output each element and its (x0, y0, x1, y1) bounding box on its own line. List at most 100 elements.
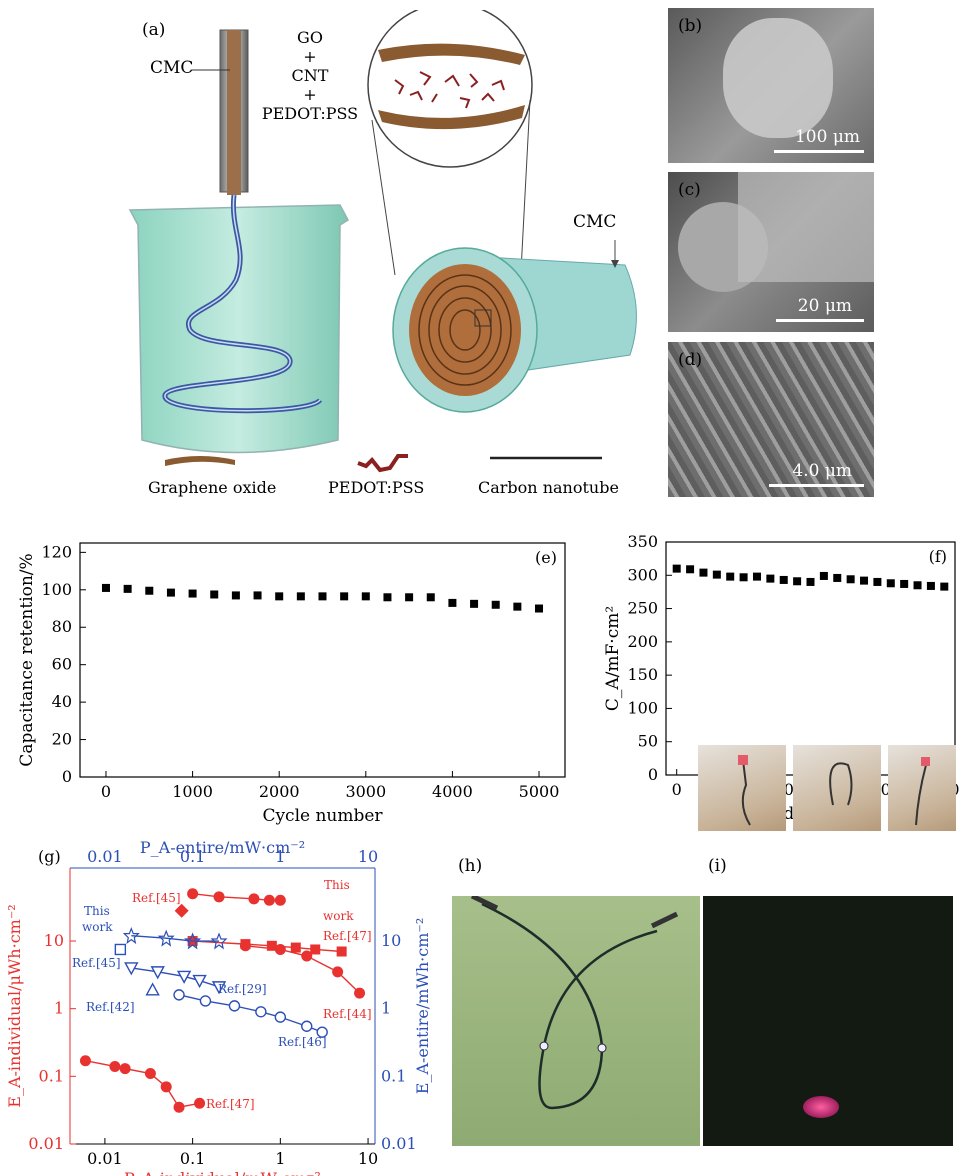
x-tick-label: 2000 (259, 782, 300, 801)
x-tick-label: 0 (672, 780, 682, 799)
data-point (166, 588, 175, 597)
sem-image-d: (d) 4.0 μm (668, 342, 874, 497)
data-point (266, 940, 277, 951)
data-point (712, 570, 721, 579)
y-tick-label: 50 (638, 732, 658, 751)
data-point (255, 1006, 267, 1018)
panel-label: (e) (535, 548, 557, 567)
zoom-circle (367, 2, 533, 168)
data-point (144, 1068, 156, 1080)
y-tick-label: 0 (648, 765, 658, 784)
y-tick-label: 80 (52, 617, 72, 636)
data-point (470, 599, 479, 608)
data-point (766, 574, 775, 583)
data-point (310, 944, 321, 955)
plot-frame (79, 542, 566, 778)
data-point (199, 995, 212, 1007)
annotation-label: This (324, 878, 350, 892)
data-point (686, 565, 695, 574)
data-point (211, 981, 227, 995)
led-glow (803, 1096, 839, 1118)
annotation-label: Ref.[46] (278, 1035, 327, 1049)
series-line (131, 967, 220, 988)
data-point (210, 932, 228, 950)
data-point (274, 1011, 287, 1023)
sem-b-scale-bar (774, 150, 864, 153)
panel-a-schematic (128, 2, 637, 473)
precursor-stack: GO + CNT + PEDOT:PSS (260, 28, 360, 123)
y-tick-label: 150 (627, 665, 658, 684)
panel-i-label: (i) (708, 856, 727, 876)
y-tick-label-right: 0.1 (381, 1066, 406, 1085)
x-tick-label: 3000 (345, 782, 386, 801)
sem-b-scale-text: 100 μm (794, 127, 860, 147)
led-photo-i (703, 896, 953, 1146)
y-tick-label-right: 10 (381, 931, 401, 950)
data-point (123, 584, 132, 593)
series-line (131, 934, 220, 942)
pedot-glyph (357, 454, 408, 473)
precursor-cnt: CNT (291, 66, 329, 85)
data-point (145, 982, 160, 996)
y-tick-label-right: 1 (381, 999, 391, 1018)
data-point (318, 592, 327, 601)
sem-image-b: (b) 100 μm (668, 8, 874, 163)
data-point (819, 571, 828, 580)
data-point (124, 962, 139, 976)
data-point (187, 888, 199, 900)
y-tick-label: 20 (52, 730, 72, 749)
data-point (274, 943, 286, 955)
data-point (886, 579, 895, 588)
annotation-label: work (82, 920, 113, 934)
annotation-label: Ref.[45] (72, 956, 121, 970)
data-point (383, 593, 392, 602)
data-point (79, 1055, 91, 1067)
data-point (263, 894, 275, 906)
x-tick-label-bottom: 10 (358, 1149, 378, 1168)
data-point (101, 583, 110, 592)
legend-carbon-nanotube: Carbon nanotube (478, 478, 619, 497)
annotation-label: Ref.[47] (206, 1097, 255, 1111)
data-point (491, 600, 500, 609)
data-point (119, 1063, 131, 1075)
legend-graphene-oxide: Graphene oxide (148, 478, 277, 497)
y-tick-label: 350 (627, 532, 658, 551)
y-tick-label-left: 1 (54, 999, 64, 1018)
annotation-label: Ref.[45] (132, 891, 181, 905)
annotation-label: Ref.[29] (218, 982, 267, 996)
data-point (122, 927, 140, 945)
data-point (336, 946, 347, 957)
x-tick-label-bottom: 0.01 (87, 1149, 123, 1168)
y-tick-label: 0 (62, 767, 72, 786)
x-tick-label-top: 1 (275, 847, 285, 866)
bending-photo-3 (888, 745, 956, 831)
data-point (296, 592, 305, 601)
data-point (275, 592, 284, 601)
sem-c-scale-text: 20 μm (797, 296, 852, 316)
data-point (157, 929, 175, 947)
data-point (535, 604, 544, 613)
data-point (248, 893, 260, 905)
data-point (448, 598, 457, 607)
annotation-label: This (84, 904, 110, 918)
x-tick-label-top: 0.1 (180, 847, 205, 866)
data-point (301, 1020, 313, 1032)
x-axis-label: Cycle number (262, 806, 383, 826)
data-point (231, 591, 240, 600)
fiber-cmc-label: CMC (573, 212, 617, 232)
series-line (85, 1060, 200, 1108)
annotation-label: work (323, 909, 354, 923)
annotation-label: Ref.[44] (323, 1007, 372, 1021)
data-point (192, 974, 207, 989)
sem-d-scale-bar (769, 484, 864, 487)
led-photo-h (452, 896, 700, 1146)
y-tick-label: 200 (627, 632, 658, 651)
x-tick-label: 0 (101, 782, 111, 801)
data-point (274, 894, 286, 906)
precursor-pedot: PEDOT:PSS (261, 104, 359, 123)
legend-pedot-pss: PEDOT:PSS (328, 478, 425, 497)
y-tick-label: 100 (627, 698, 658, 717)
data-point (940, 582, 949, 591)
precursor-go: GO (297, 28, 323, 47)
